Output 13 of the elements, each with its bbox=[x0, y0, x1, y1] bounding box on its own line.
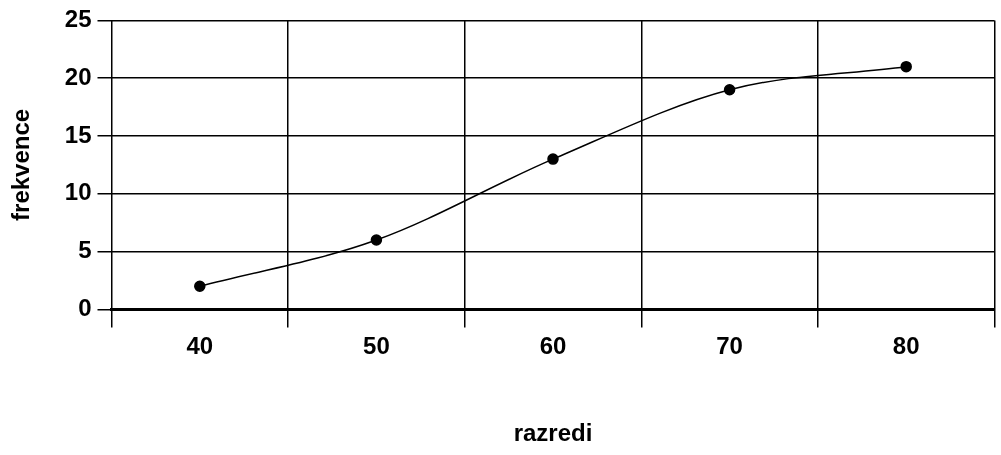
y-tick-label: 0 bbox=[78, 294, 92, 322]
y-tick-label: 10 bbox=[64, 178, 92, 206]
x-tick-label: 80 bbox=[892, 332, 920, 360]
x-tick-label: 50 bbox=[363, 332, 390, 360]
x-tick-label: 70 bbox=[716, 332, 743, 360]
y-axis-title: frekvence bbox=[7, 108, 35, 221]
y-tick-label: 5 bbox=[78, 236, 92, 264]
y-tick-label: 15 bbox=[64, 120, 92, 148]
y-tick-label: 20 bbox=[64, 62, 92, 90]
x-tick-label: 60 bbox=[539, 332, 567, 360]
x-axis-title: razredi bbox=[513, 419, 593, 447]
y-tick-label: 25 bbox=[64, 5, 92, 33]
x-tick-label: 40 bbox=[186, 332, 214, 360]
